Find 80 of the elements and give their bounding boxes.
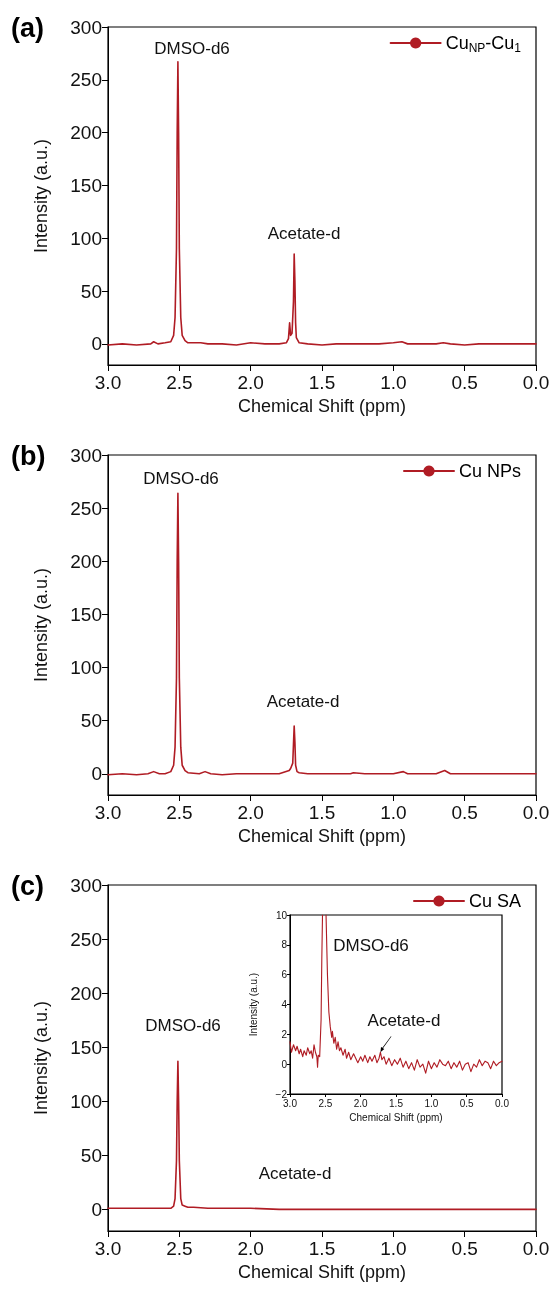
y-tick-label: 4 [281,999,288,1010]
y-tick-label: 10 [275,909,288,921]
y-axis-title: Intensity (a.u.) [31,1000,51,1116]
x-tick-label: 2.0 [237,372,264,393]
legend-label: Cu NPs [458,461,521,481]
annotation: DMSO-d6 [333,935,409,955]
y-tick-label: 50 [80,280,102,302]
x-tick-label: 0.0 [522,1238,550,1259]
y-tick-label: 0 [91,1198,102,1220]
y-tick-label: 50 [80,710,102,732]
x-tick-label: 2.0 [237,802,264,823]
y-tick-label: 0 [91,333,102,355]
x-tick-label: 1.5 [308,372,336,393]
y-tick-label: 300 [70,444,102,466]
x-axis-title: Chemical Shift (ppm) [237,826,407,846]
y-tick-label: 100 [70,1090,102,1112]
x-tick-label: 1.5 [389,1097,404,1109]
chart-title: (a) [11,12,44,43]
x-axis-title: Chemical Shift (ppm) [237,1262,407,1282]
x-tick-label: 1.0 [380,802,407,823]
chart-title: (b) [11,440,46,471]
y-tick-label: 150 [70,174,102,196]
x-tick-label: 0.5 [451,372,478,393]
line-series [107,1060,537,1211]
x-tick-label: 0.0 [522,372,550,393]
x-tick-label: 1.5 [308,1238,336,1259]
y-tick-label: 150 [70,603,102,625]
x-tick-label: 2.0 [353,1097,369,1109]
line-series [107,492,537,776]
y-axis-title: Intensity (a.u.) [31,138,51,254]
y-tick-label: 0 [91,763,102,785]
y-tick-label: 200 [70,122,102,144]
x-tick-label: 3.0 [283,1097,298,1109]
y-tick-label: 200 [70,550,102,572]
legend-label: Cu SA [468,891,522,911]
y-tick-label: 2 [281,1028,288,1040]
y-tick-label: 250 [70,69,102,91]
y-tick-label: 50 [80,1144,102,1166]
y-axis-title: Intensity (a.u.) [247,972,259,1037]
x-tick-label: 0.0 [495,1097,510,1109]
x-tick-label: 0.0 [522,802,550,823]
x-tick-label: 0.5 [451,802,478,823]
annotation: DMSO-d6 [145,1015,221,1035]
y-axis-title: Intensity (a.u.) [31,567,51,683]
y-tick-label: 0 [281,1058,288,1070]
x-axis-title: Chemical Shift (ppm) [349,1112,443,1124]
x-tick-label: 2.5 [318,1097,333,1109]
chart-title: (c) [11,870,44,901]
x-axis-title: Chemical Shift (ppm) [237,396,407,416]
y-tick-label: 200 [70,982,102,1004]
y-tick-label: 8 [281,939,288,951]
annotation: Acetate-d [367,1011,441,1031]
x-tick-label: 1.0 [380,1238,407,1259]
annotation: Acetate-d [267,223,341,243]
x-tick-label: 1.5 [308,802,336,823]
y-tick-label: 6 [281,969,288,981]
annotation: DMSO-d6 [154,38,230,58]
line-series [107,61,537,346]
x-tick-label: 2.5 [166,372,193,393]
x-tick-label: 2.5 [166,1238,193,1259]
x-tick-label: 3.0 [94,1238,122,1259]
y-tick-label: 150 [70,1036,102,1058]
y-tick-label: 250 [70,497,102,519]
x-tick-label: 0.5 [459,1097,475,1109]
y-tick-label: 100 [70,657,102,678]
x-tick-label: 1.0 [424,1097,439,1109]
x-tick-label: 2.0 [237,1238,264,1259]
y-tick-label: −2 [275,1088,288,1100]
y-tick-label: 100 [70,227,102,249]
y-tick-label: 250 [70,928,102,950]
y-tick-label: 300 [70,874,102,896]
annotation: DMSO-d6 [143,468,219,488]
annotation: Acetate-d [266,691,340,711]
y-tick-label: 300 [70,16,102,38]
x-tick-label: 2.5 [166,802,193,823]
x-tick-label: 0.5 [451,1238,478,1259]
annotation: Acetate-d [258,1163,332,1183]
x-tick-label: 1.0 [380,372,407,393]
x-tick-label: 3.0 [94,372,122,393]
x-tick-label: 3.0 [94,802,122,823]
